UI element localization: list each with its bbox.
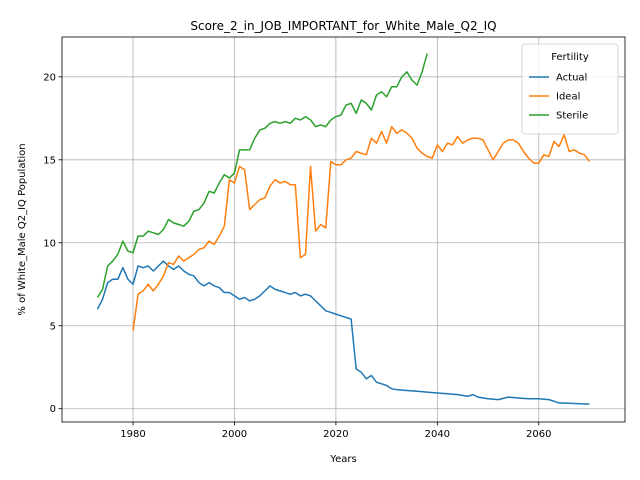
- legend-title: Fertility: [551, 52, 589, 63]
- series-line-sterile: [96, 53, 428, 298]
- x-axis-ticks: 1980 2000 2020 2040 2060: [120, 422, 552, 440]
- x-tick-label: 2020: [323, 429, 348, 440]
- x-tick-label: 2060: [526, 429, 551, 440]
- x-tick-label: 2040: [425, 429, 450, 440]
- x-tick-label: 2000: [222, 429, 247, 440]
- legend-label-ideal: Ideal: [556, 92, 580, 103]
- y-tick-label: 5: [50, 321, 56, 332]
- legend-items: Actual Ideal Sterile: [529, 73, 588, 122]
- x-tick-label: 1980: [120, 429, 145, 440]
- legend-label-sterile: Sterile: [556, 111, 588, 122]
- y-tick-label: 15: [43, 155, 56, 166]
- y-tick-label: 20: [43, 72, 56, 83]
- series-line-actual: [96, 260, 590, 405]
- series-lines: [96, 53, 591, 405]
- y-axis-label: % of White_Male Q2_IQ Population: [17, 143, 28, 315]
- y-tick-label: 0: [50, 404, 56, 415]
- legend-label-actual: Actual: [556, 73, 587, 84]
- chart-title: Score_2_in_JOB_IMPORTANT_for_White_Male_…: [190, 19, 496, 33]
- plot-frame: [61, 36, 626, 423]
- y-tick-label: 10: [43, 238, 56, 249]
- y-axis-ticks: 0 5 10 15 20: [43, 72, 62, 415]
- legend-box: [521, 43, 619, 135]
- series-line-ideal: [132, 125, 591, 331]
- x-axis-label: Years: [329, 454, 356, 465]
- legend: Fertility Actual Ideal Sterile: [521, 43, 619, 135]
